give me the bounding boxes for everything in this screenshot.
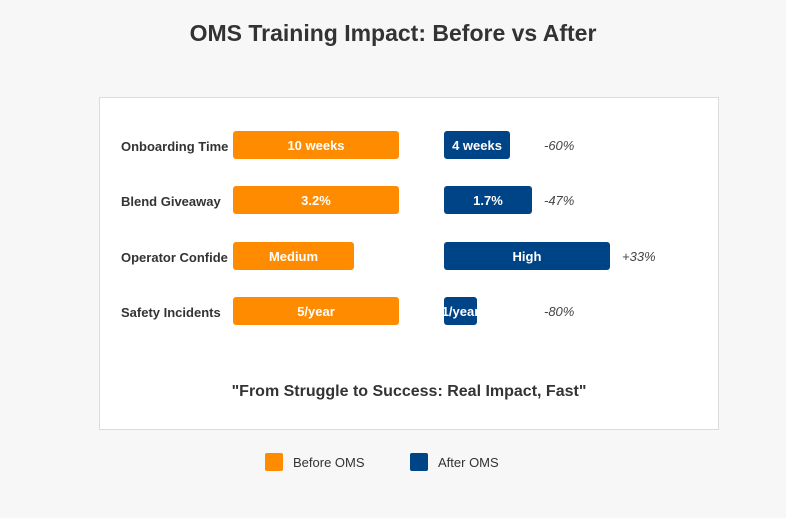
chart-subtitle: "From Struggle to Success: Real Impact, … — [231, 383, 587, 400]
change-label: -60% — [544, 138, 575, 153]
legend-label: After OMS — [438, 455, 499, 470]
change-label: +33% — [622, 249, 656, 264]
bar-before: 10 weeks — [233, 131, 399, 159]
category-label: Safety Incidents — [121, 305, 221, 320]
category-label: Operator Confide — [121, 250, 228, 265]
bar-after: 1.7% — [444, 186, 532, 214]
bar-after: High — [444, 242, 610, 270]
change-label: -80% — [544, 304, 575, 319]
bar-before: 3.2% — [233, 186, 399, 214]
bar-before: 5/year — [233, 297, 399, 325]
legend-swatch — [265, 453, 283, 471]
chart-title: OMS Training Impact: Before vs After — [189, 20, 597, 46]
change-label: -47% — [544, 193, 575, 208]
chart-panel — [99, 97, 719, 430]
category-label: Onboarding Time — [121, 139, 229, 154]
bar-after: 1/year — [444, 297, 477, 325]
legend-label: Before OMS — [293, 455, 365, 470]
category-label: Blend Giveaway — [121, 194, 221, 209]
legend-swatch — [410, 453, 428, 471]
bar-before: Medium — [233, 242, 354, 270]
bar-after: 4 weeks — [444, 131, 510, 159]
